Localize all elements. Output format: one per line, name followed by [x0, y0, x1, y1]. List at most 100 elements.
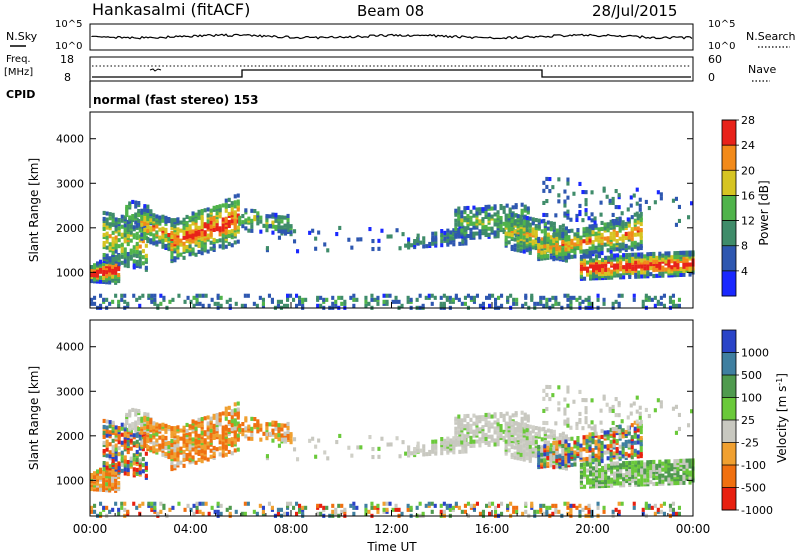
power-cell	[170, 218, 174, 223]
velocity-cell	[452, 444, 456, 449]
power-cell	[236, 193, 240, 198]
velocity-cell	[670, 473, 674, 478]
power-cell	[105, 253, 109, 258]
power-cell	[146, 213, 150, 218]
power-cell	[561, 227, 565, 232]
velocity-cell	[584, 410, 588, 415]
velocity-cell	[111, 482, 115, 487]
velocity-cell	[515, 505, 519, 510]
power-cell	[557, 199, 561, 204]
power-cell	[143, 217, 147, 222]
velocity-cell	[543, 452, 547, 457]
velocity-cell	[134, 412, 138, 417]
velocity-cell	[502, 413, 506, 418]
velocity-cell	[152, 425, 156, 430]
power-cell	[281, 229, 285, 234]
power-cell	[615, 231, 619, 236]
power-cell	[502, 209, 506, 214]
power-cell	[102, 275, 106, 280]
velocity-cell	[633, 434, 637, 439]
velocity-cell	[337, 503, 341, 508]
velocity-cell	[536, 509, 540, 514]
velocity-cell	[221, 445, 225, 450]
velocity-cell	[156, 511, 160, 516]
power-cell	[227, 197, 231, 202]
power-cell	[255, 303, 259, 308]
power-cell	[481, 217, 485, 222]
power-cell	[117, 254, 121, 259]
velocity-cell	[640, 478, 644, 483]
power-cell	[612, 235, 616, 240]
power-cell	[679, 272, 683, 277]
power-cell	[289, 293, 293, 298]
velocity-cell	[647, 503, 651, 508]
power-cell	[128, 201, 132, 206]
power-cell	[286, 221, 290, 226]
power-cell	[194, 240, 198, 245]
power-cell	[286, 225, 290, 230]
power-cell	[601, 264, 605, 269]
power-cell	[607, 267, 611, 272]
power-cell	[143, 235, 147, 240]
velocity-cell	[194, 448, 198, 453]
velocity-cell	[582, 447, 586, 452]
velocity-cell	[650, 505, 654, 510]
velocity-cell	[566, 505, 570, 510]
power-cell	[117, 218, 121, 223]
power-cell	[173, 240, 177, 245]
power-cell	[643, 266, 647, 271]
power-cell	[674, 303, 678, 308]
power-cell	[602, 297, 606, 302]
velocity-cell	[677, 511, 681, 516]
velocity-cell	[531, 447, 535, 452]
power-cell	[643, 260, 647, 265]
velocity-cell	[504, 439, 508, 444]
velocity-cell	[507, 442, 511, 447]
velocity-cell	[286, 501, 290, 506]
power-cell	[646, 264, 650, 269]
power-cell	[219, 295, 223, 300]
power-cell	[443, 236, 447, 241]
power-cell	[144, 257, 148, 262]
velocity-cell	[141, 447, 145, 452]
power-cell	[679, 266, 683, 271]
power-cell	[523, 204, 527, 209]
velocity-cell	[143, 435, 147, 440]
velocity-cell	[566, 385, 570, 390]
power-cell	[224, 208, 228, 213]
velocity-cell	[593, 428, 597, 433]
power-ylabel: Slant Range [km]	[27, 158, 41, 262]
velocity-cell	[668, 503, 672, 508]
velocity-cell	[451, 505, 455, 510]
power-cell	[493, 204, 497, 209]
velocity-cell	[111, 468, 115, 473]
power-cell	[575, 297, 579, 302]
velocity-cell	[537, 426, 541, 431]
velocity-cell	[230, 409, 234, 414]
power-cell	[126, 264, 130, 269]
velocity-cell	[135, 457, 139, 462]
velocity-cell	[581, 426, 585, 431]
power-cell	[241, 214, 245, 219]
power-cell	[588, 246, 592, 251]
power-cell	[322, 297, 326, 302]
velocity-cell	[173, 444, 177, 449]
power-cell	[539, 295, 543, 300]
power-cell	[141, 255, 145, 260]
power-cell	[123, 299, 127, 304]
power-cell	[286, 303, 290, 308]
power-cell	[298, 299, 302, 304]
power-cell	[524, 295, 528, 300]
power-cell	[96, 273, 100, 278]
velocity-cell	[259, 427, 263, 432]
velocity-cell	[661, 479, 665, 484]
velocity-cell	[188, 432, 192, 437]
power-cell	[552, 257, 556, 262]
power-cell	[570, 228, 574, 233]
power-cell	[120, 242, 124, 247]
velocity-cell	[179, 428, 183, 433]
velocity-cell	[120, 422, 124, 427]
velocity-cell	[682, 458, 686, 463]
velocity-cell	[431, 439, 435, 444]
power-cell	[197, 249, 201, 254]
